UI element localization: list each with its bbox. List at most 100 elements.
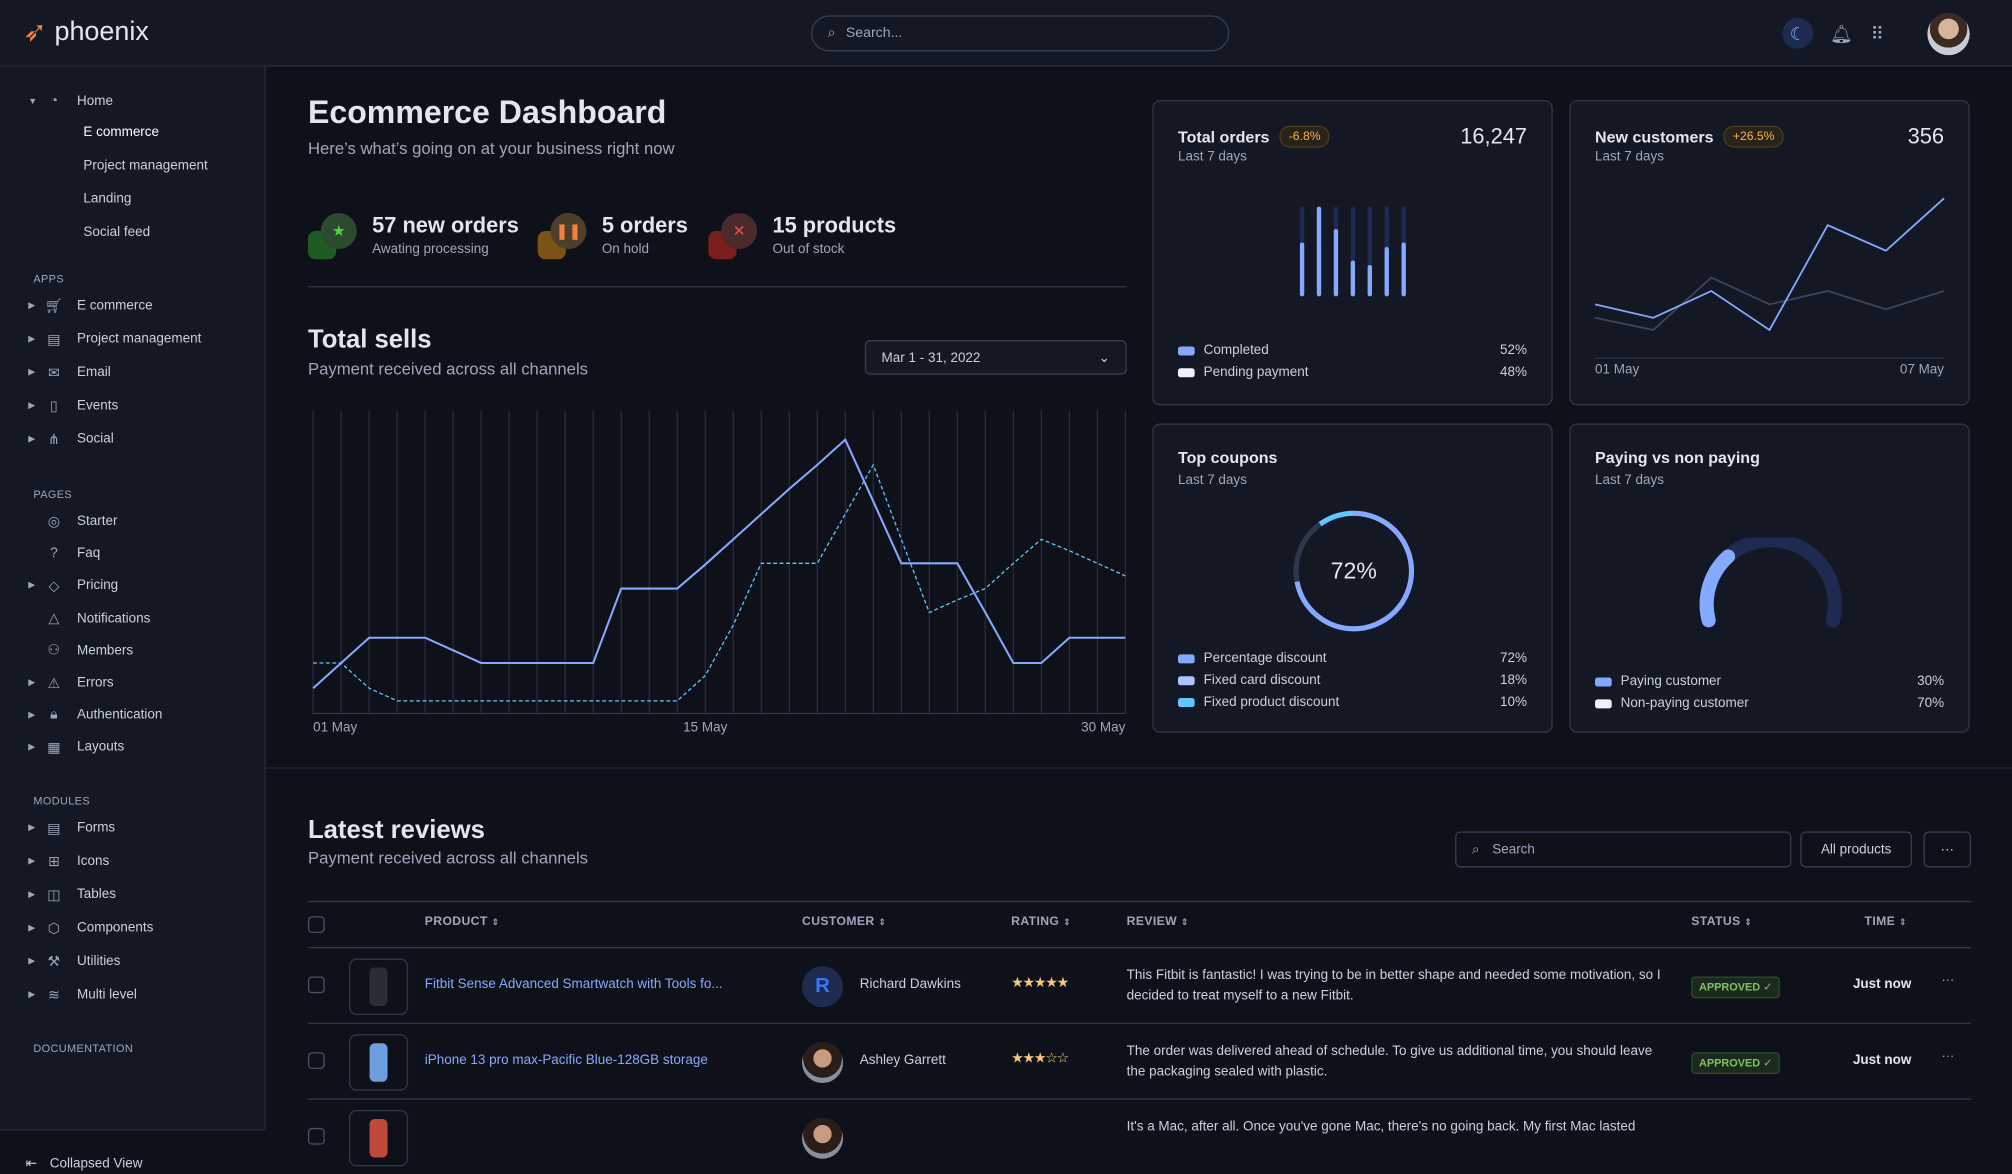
customer-name[interactable]: Richard Dawkins <box>859 976 961 992</box>
column-header-review[interactable]: REVIEW ⇕ <box>1127 915 1189 929</box>
sort-icon: ⇕ <box>1899 918 1907 928</box>
sidebar-item-forms[interactable]: ▶ ▤ Forms <box>0 817 115 838</box>
sidebar-subitem-project-management[interactable]: Project management <box>83 157 208 174</box>
sidebar-item-utilities[interactable]: ▶ ⚒ Utilities <box>0 951 120 972</box>
column-header-customer[interactable]: CUSTOMER ⇕ <box>802 915 886 929</box>
sidebar-item-authentication[interactable]: ▶ 🔒︎ Authentication <box>0 705 162 726</box>
column-header-rating[interactable]: RATING ⇕ <box>1011 915 1071 929</box>
caret-right-icon: ▶ <box>28 743 36 753</box>
sidebar-item-faq[interactable]: ? Faq <box>0 543 100 564</box>
sidebar-subitem-landing[interactable]: Landing <box>83 191 132 207</box>
card-subtitle: Last 7 days <box>1177 472 1247 488</box>
column-header-status[interactable]: STATUS ⇕ <box>1691 915 1752 929</box>
sidebar-item-e-commerce[interactable]: ▶ 🛒︎ E commerce <box>0 295 153 316</box>
stat-new-orders[interactable]: ★ 57 new orders Awating processing <box>307 213 519 262</box>
sidebar-subitem-e-commerce[interactable]: E commerce <box>83 124 160 140</box>
pause-icon: ❚❚ <box>550 213 587 249</box>
compass-icon: ◎ <box>47 513 61 530</box>
customer-avatar[interactable]: R <box>802 966 844 1008</box>
bell-icon[interactable]: 🔔︎ <box>1829 22 1853 43</box>
grid-icon[interactable]: ⠿ <box>1870 22 1884 43</box>
avatar[interactable] <box>1927 12 1970 56</box>
card-subtitle: Last 7 days <box>1177 148 1247 165</box>
total-sells-chart: 01 May 15 May 30 May <box>312 410 1127 734</box>
search-icon: ⌕ <box>1471 841 1480 857</box>
all-products-button[interactable]: All products <box>1800 831 1912 868</box>
select-all-checkbox[interactable] <box>307 916 325 933</box>
sidebar-item-notifications[interactable]: △ Notifications <box>0 608 150 629</box>
customer-avatar[interactable] <box>802 1117 844 1159</box>
legend-item: Pending payment 48% <box>1177 364 1527 380</box>
column-label: REVIEW <box>1126 914 1178 930</box>
stat-label: On hold <box>601 241 650 257</box>
stat-orders[interactable]: ❚❚ 5 orders On hold <box>537 213 688 262</box>
sidebar-item-home[interactable]: ▼ ◔ Home <box>0 91 113 112</box>
sidebar-item-label: Authentication <box>76 707 163 723</box>
top-navbar: ➶ phoenix ⌕ Search... ☾ 🔔︎ ⠿ <box>0 0 2012 67</box>
rating-stars: ★★★☆☆ <box>1011 1050 1069 1067</box>
sidebar-item-label: Starter <box>76 513 118 529</box>
sidebar-item-starter[interactable]: ◎ Starter <box>0 511 118 532</box>
caret-right-icon: ▶ <box>28 368 36 378</box>
legend-swatch <box>1595 676 1612 686</box>
legend-item: Fixed card discount 18% <box>1177 672 1527 688</box>
moon-icon[interactable]: ☾ <box>1782 17 1814 49</box>
product-thumbnail[interactable] <box>349 1109 409 1167</box>
change-badge: +26.5% <box>1723 125 1784 148</box>
column-header-product[interactable]: PRODUCT ⇕ <box>425 915 500 929</box>
more-options-button[interactable]: ··· <box>1923 831 1971 868</box>
reviews-subtitle: Payment received across all channels <box>307 848 589 868</box>
sidebar-item-tables[interactable]: ▶ ◫ Tables <box>0 884 116 905</box>
row-checkbox[interactable] <box>307 1127 325 1145</box>
caret-right-icon: ▶ <box>28 857 36 867</box>
row-checkbox[interactable] <box>307 1052 325 1069</box>
date-range-select[interactable]: Mar 1 - 31, 2022 ⌄ <box>864 340 1127 375</box>
product-thumbnail[interactable] <box>349 1034 409 1091</box>
global-search-input[interactable]: ⌕ Search... <box>810 15 1230 52</box>
x-tick-label: 07 May <box>1900 361 1944 376</box>
product-link[interactable]: iPhone 13 pro max-Pacific Blue-128GB sto… <box>424 1052 708 1068</box>
reviews-search-input[interactable]: ⌕ Search <box>1455 831 1792 868</box>
sidebar-item-errors[interactable]: ▶ ⚠ Errors <box>0 672 113 693</box>
sidebar-section-heading: APPS <box>33 272 65 285</box>
sidebar-item-layouts[interactable]: ▶ ▦ Layouts <box>0 737 124 758</box>
customer-name[interactable]: Ashley Garrett <box>859 1052 946 1068</box>
layers-icon: ≋ <box>47 987 60 1003</box>
customer-avatar[interactable] <box>802 1041 844 1084</box>
stat-products[interactable]: ✕ 15 products Out of stock <box>708 213 896 262</box>
logo[interactable]: ➶ phoenix <box>23 17 149 48</box>
caret-right-icon: ▶ <box>28 334 36 344</box>
sidebar-item-pricing[interactable]: ▶ ◇ Pricing <box>0 575 118 596</box>
sidebar-item-members[interactable]: ⚇ Members <box>0 640 134 661</box>
sidebar-subitem-social-feed[interactable]: Social feed <box>83 224 151 240</box>
sidebar-item-icons[interactable]: ▶ ⊞ Icons <box>0 851 109 872</box>
stat-label: Out of stock <box>772 241 845 257</box>
review-text: The order was delivered ahead of schedul… <box>1126 1043 1653 1080</box>
sidebar-item-social[interactable]: ▶ ⋔ Social <box>0 429 113 450</box>
tag-icon: ◇ <box>48 578 60 594</box>
sidebar-item-label: E commerce <box>76 297 153 314</box>
grid-icon: ⊞ <box>47 853 60 870</box>
sidebar-section-heading: MODULES <box>33 794 91 808</box>
legend-label: Completed <box>1203 342 1269 359</box>
sidebar-item-email[interactable]: ▶ ✉ Email <box>0 362 111 383</box>
sidebar-item-label: Email <box>76 364 111 380</box>
search-placeholder: Search... <box>845 25 903 42</box>
mail-icon: ✉ <box>47 365 60 381</box>
sidebar-item-events[interactable]: ▶ ▯ Events <box>0 395 118 416</box>
product-thumbnail[interactable] <box>349 958 409 1016</box>
column-header-time[interactable]: TIME ⇕ <box>1864 915 1906 929</box>
new-customers-line-chart: 01 May 07 May <box>1595 197 1945 376</box>
sidebar-item-components[interactable]: ▶ ⬡ Components <box>0 917 153 938</box>
sidebar-item-project-management[interactable]: ▶ ▤ Project management <box>0 328 201 349</box>
row-checkbox[interactable] <box>307 976 325 994</box>
sidebar-item-multi-level[interactable]: ▶ ≋ Multi level <box>0 984 137 1005</box>
row-actions-button[interactable]: ··· <box>1941 1049 1955 1064</box>
x-tick-label: 01 May <box>1595 361 1639 376</box>
sort-icon: ⇕ <box>1744 918 1753 928</box>
caret-right-icon: ▶ <box>28 711 36 721</box>
row-actions-button[interactable]: ··· <box>1941 973 1955 989</box>
legend-swatch <box>1177 697 1195 707</box>
stat-icon-badge: ★ <box>307 213 357 262</box>
product-link[interactable]: Fitbit Sense Advanced Smartwatch with To… <box>424 976 723 992</box>
